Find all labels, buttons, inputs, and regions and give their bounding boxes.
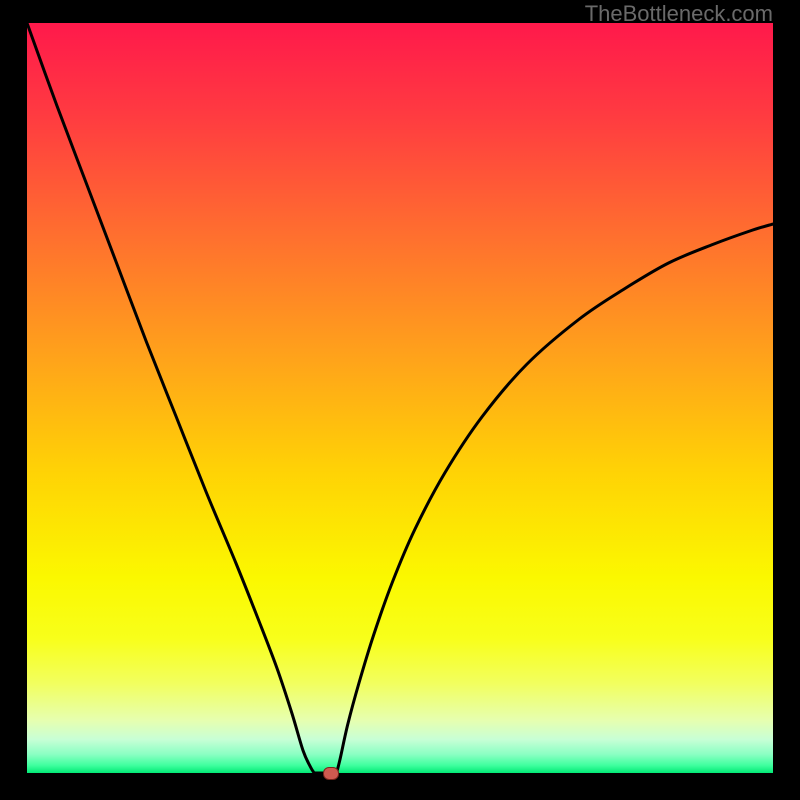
minimum-marker bbox=[323, 767, 339, 780]
bottleneck-curve bbox=[27, 23, 773, 773]
watermark-text: TheBottleneck.com bbox=[585, 1, 773, 27]
curve-layer bbox=[27, 23, 773, 773]
plot-area bbox=[27, 23, 773, 773]
